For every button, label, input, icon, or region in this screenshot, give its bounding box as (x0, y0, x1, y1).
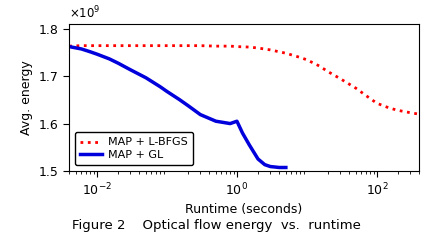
MAP + L-BFGS (395, 109, 400, 112)
MAP + L-BFGS (374, 102, 379, 105)
MAP + L-BFGS (298, 56, 303, 59)
MAP + L-BFGS (213, 45, 219, 48)
MAP + L-BFGS (185, 44, 191, 47)
MAP + GL (240, 132, 245, 134)
MAP + GL (262, 163, 267, 166)
X-axis label: Runtime (seconds): Runtime (seconds) (185, 203, 303, 216)
MAP + L-BFGS (79, 44, 84, 47)
MAP + L-BFGS (143, 44, 149, 47)
Text: Figure 2    Optical flow energy  vs.  runtime: Figure 2 Optical flow energy vs. runtime (72, 219, 360, 232)
MAP + L-BFGS (247, 46, 252, 49)
MAP + GL (185, 104, 191, 107)
MAP + L-BFGS (115, 44, 121, 47)
MAP + GL (143, 76, 149, 79)
MAP + GL (67, 45, 72, 48)
MAP + L-BFGS (128, 44, 133, 47)
Text: $\times10^9$: $\times10^9$ (69, 5, 101, 21)
MAP + L-BFGS (283, 52, 289, 55)
MAP + GL (280, 166, 285, 169)
MAP + L-BFGS (94, 44, 99, 47)
MAP + L-BFGS (88, 44, 93, 47)
MAP + L-BFGS (387, 107, 392, 110)
MAP + GL (198, 113, 203, 116)
MAP + GL (115, 62, 121, 65)
Line: MAP + L-BFGS: MAP + L-BFGS (69, 46, 419, 114)
MAP + L-BFGS (158, 44, 163, 47)
MAP + L-BFGS (325, 70, 330, 73)
MAP + L-BFGS (255, 47, 260, 50)
MAP + L-BFGS (228, 45, 233, 48)
MAP + GL (255, 158, 260, 161)
MAP + GL (273, 166, 278, 169)
MAP + L-BFGS (268, 49, 273, 51)
MAP + L-BFGS (368, 97, 373, 100)
MAP + L-BFGS (304, 58, 309, 61)
MAP + L-BFGS (107, 44, 112, 47)
MAP + GL (177, 98, 182, 101)
MAP + L-BFGS (416, 113, 422, 116)
MAP + GL (158, 85, 163, 88)
MAP + L-BFGS (234, 45, 239, 48)
MAP + GL (107, 57, 112, 60)
MAP + GL (228, 122, 233, 125)
MAP + GL (94, 53, 99, 56)
MAP + GL (79, 48, 84, 51)
MAP + GL (213, 120, 219, 123)
MAP + L-BFGS (164, 44, 169, 47)
MAP + GL (128, 68, 133, 71)
MAP + GL (234, 120, 239, 123)
MAP + L-BFGS (408, 111, 413, 114)
MAP + L-BFGS (67, 45, 72, 48)
Legend: MAP + L-BFGS, MAP + GL: MAP + L-BFGS, MAP + GL (75, 132, 193, 165)
MAP + GL (268, 165, 273, 168)
MAP + GL (164, 90, 169, 93)
MAP + GL (247, 143, 252, 146)
MAP + L-BFGS (353, 87, 359, 90)
Y-axis label: Avg. energy: Avg. energy (20, 60, 33, 135)
MAP + GL (88, 50, 93, 53)
MAP + L-BFGS (198, 44, 203, 47)
MAP + L-BFGS (317, 64, 322, 67)
MAP + GL (283, 166, 289, 169)
MAP + GL (276, 166, 282, 169)
MAP + L-BFGS (338, 77, 343, 80)
Line: MAP + GL: MAP + GL (69, 47, 286, 167)
